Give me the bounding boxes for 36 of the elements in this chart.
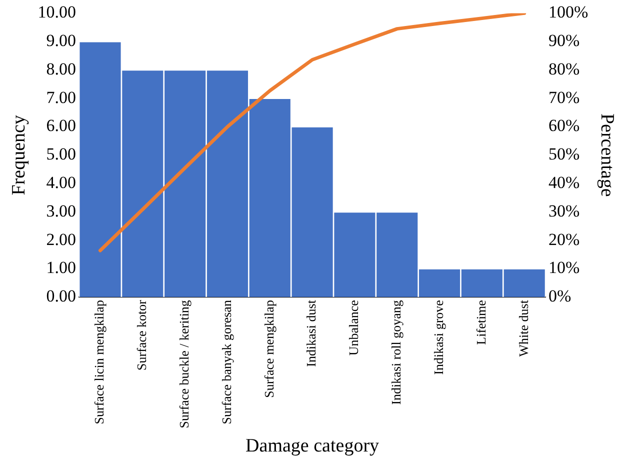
y2-tick-label: 100% [548,2,588,22]
y-tick-label: 4.00 [46,172,76,192]
x-tick-label: White dust [516,300,531,357]
y-tick-label: 0.00 [46,286,76,306]
y2-tick-label: 0% [548,286,572,306]
y-tick-label: 8.00 [46,59,76,78]
y-tick-label: 6.00 [46,116,76,136]
x-tick-label: Indikasi grove [430,300,446,375]
y2-tick-label: 70% [548,88,580,107]
y2-tick-label: 10% [548,258,580,278]
y-tick-label: 10.00 [38,2,76,22]
x-tick-label: Surface kotor [134,299,150,370]
y2-axis-title: Percentage [596,113,618,197]
x-axis-title: Damage category [246,436,380,457]
x-tick-label: Surface mengkilap [261,300,276,398]
y-tick-label: 1.00 [46,258,76,278]
x-tick-label: Indikasi roll goyang [388,300,404,405]
y-tick-label: 3.00 [46,201,76,220]
y-axis-title: Frequency [8,114,30,196]
x-tick-label: Surface buckle / keriting [176,300,192,428]
y-tick-label: 2.00 [46,230,76,249]
y2-tick-label: 40% [548,172,580,192]
x-tick-label: Surface licin mengkilap [92,300,107,424]
x-tick-label: Unbalance [346,300,362,356]
y2-tick-label: 50% [548,144,580,164]
y2-tick-label: 90% [548,31,580,50]
x-tick-label: Lifetime [473,300,488,345]
y-tick-label: 9.00 [46,31,76,50]
y2-tick-label: 20% [548,230,580,249]
y2-tick-label: 30% [548,201,580,220]
x-tick-label: Surface banyak goresan [218,300,234,424]
y-tick-label: 7.00 [46,88,76,107]
y2-tick-label: 60% [548,116,580,136]
y2-tick-label: 80% [548,59,580,78]
y-tick-label: 5.00 [46,144,76,164]
x-tick-label: Indikasi dust [304,300,319,367]
